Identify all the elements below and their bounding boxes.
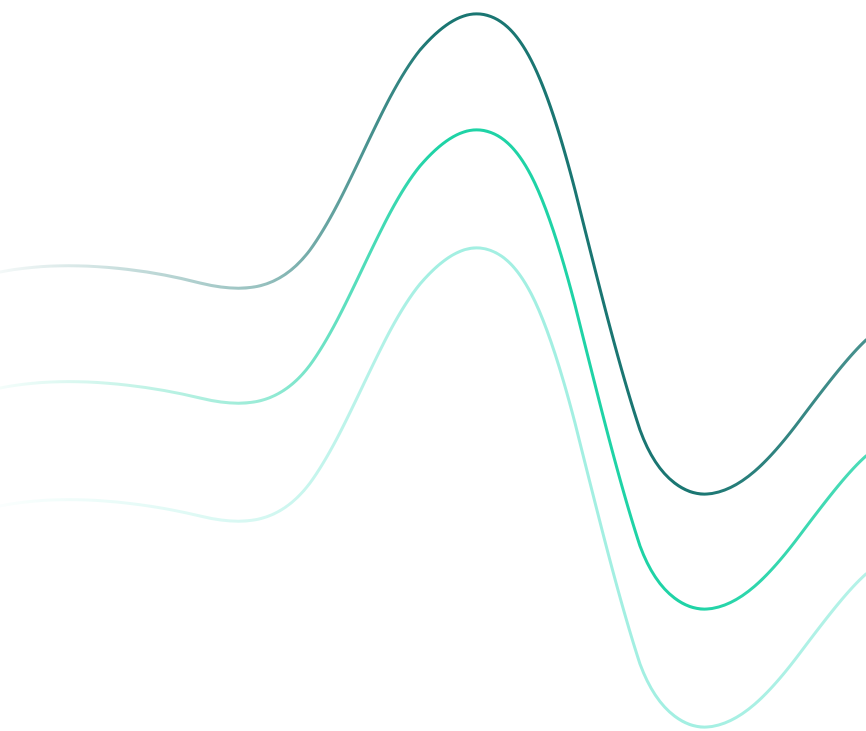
wave-line-light bbox=[0, 246, 866, 729]
wave-line-dark bbox=[0, 12, 866, 496]
wave-line-medium bbox=[0, 128, 866, 611]
